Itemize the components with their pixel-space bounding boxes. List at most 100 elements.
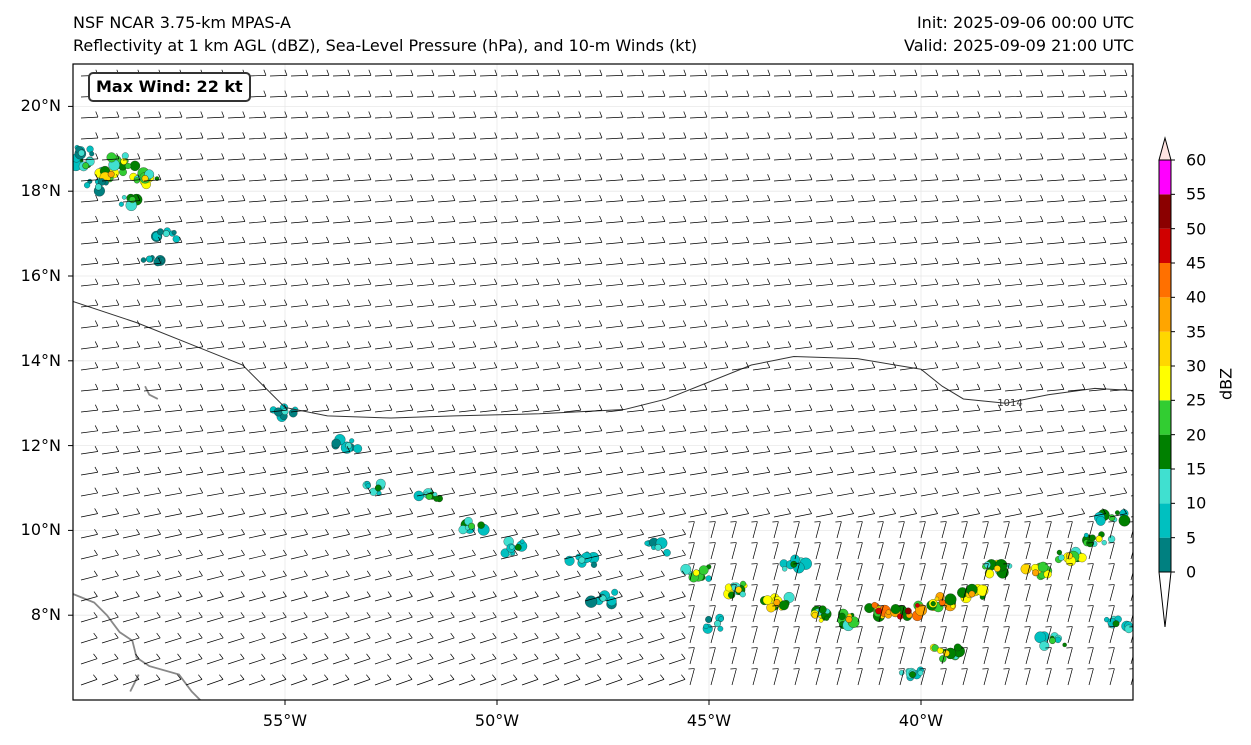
wind-barb-shaft [227, 513, 245, 518]
wind-barb-shaft [899, 563, 905, 581]
wind-barb-flag [347, 236, 351, 243]
wind-barb-flag [493, 466, 498, 473]
wind-barb-flag [346, 466, 351, 473]
wind-barb-shaft [983, 283, 1001, 287]
wind-barb-shaft [605, 658, 623, 665]
wind-barb-shaft [248, 158, 266, 161]
wind-barb-flag [892, 508, 896, 514]
wind-barb-shaft [668, 200, 686, 203]
wind-barb-flag [935, 90, 939, 97]
wind-barb-shaft [1046, 304, 1064, 308]
wind-barb-shaft [353, 637, 371, 644]
wind-barb-flag [557, 111, 561, 118]
wind-barb-flag [577, 466, 582, 473]
wind-barb-shaft [857, 430, 875, 434]
wind-barb-shaft [563, 325, 581, 329]
wind-barb-flag [514, 362, 519, 368]
wind-barb-shaft [248, 616, 266, 623]
wind-barb-flag [1039, 487, 1044, 494]
wind-barb-flag [305, 90, 309, 97]
wind-barb-shaft [290, 283, 308, 287]
wind-barb-shaft [500, 95, 518, 98]
wind-barb-flag [263, 132, 267, 139]
reflectivity-echo [353, 444, 363, 454]
wind-barb-shaft [122, 513, 140, 518]
wind-barb-shaft [689, 584, 695, 602]
wind-barb-flag [389, 111, 393, 118]
wind-barb-flag [639, 632, 644, 639]
wind-barb-flag [955, 299, 960, 306]
wind-barb-flag [618, 674, 623, 680]
wind-barb-shaft [752, 283, 770, 287]
wind-barb-flag [704, 132, 708, 139]
wind-barb-shaft [479, 389, 497, 392]
wind-barb-flag [997, 425, 1002, 431]
wind-barb-flag [704, 257, 708, 264]
wind-barb-shaft [332, 513, 350, 518]
wind-barb-shaft [731, 389, 749, 392]
wind-barb-shaft [437, 221, 455, 224]
wind-barb-shaft [521, 554, 539, 560]
wind-barb-shaft [353, 492, 371, 497]
wind-barb-shaft [563, 513, 581, 518]
wind-barb-shaft [1004, 430, 1022, 434]
wind-barb-shaft [773, 304, 791, 308]
wind-barb-flag [598, 341, 603, 347]
wind-barb-shaft [542, 179, 560, 182]
wind-barb-shaft [332, 554, 350, 560]
wind-barb-shaft [605, 596, 623, 602]
wind-barb-flag [788, 215, 792, 222]
wind-barb-shaft [1046, 179, 1064, 182]
wind-barb-flag [661, 446, 666, 452]
wind-barb-flag [325, 549, 329, 556]
wind-barb-flag [219, 674, 224, 680]
wind-barb-shaft [647, 304, 665, 308]
wind-barb-flag [431, 383, 435, 390]
wind-barb-shaft [689, 605, 695, 623]
wind-barb-flag [640, 508, 644, 514]
wind-barb-shaft [731, 471, 749, 476]
wind-barb-flag [242, 174, 246, 180]
wind-barb-flag [724, 341, 729, 347]
wind-barb-flag [1039, 299, 1044, 306]
wind-barb-flag [576, 632, 581, 639]
reflectivity-echo [1056, 549, 1063, 556]
wind-barb-shaft [542, 283, 560, 287]
reflectivity-field [73, 144, 1133, 682]
wind-barb-flag [641, 236, 645, 243]
reflectivity-echo [1007, 563, 1013, 569]
wind-barb-flag [1040, 278, 1044, 285]
wind-barb-shaft [857, 221, 875, 224]
wind-barb-flag [767, 174, 771, 180]
wind-barb-flag [431, 236, 435, 243]
wind-barb-shaft [437, 554, 455, 560]
wind-barb-flag [515, 174, 519, 180]
wind-barb-flag [305, 257, 309, 264]
wind-barb-shaft [605, 158, 623, 161]
wind-barb-shaft [458, 262, 476, 266]
wind-barb-flag [534, 591, 539, 597]
wind-barb-shaft [374, 137, 392, 140]
wind-barb-shaft [983, 137, 1001, 140]
wind-barb-flag [913, 466, 918, 473]
wind-barb-shaft [122, 221, 140, 224]
wind-barb-flag [305, 236, 309, 243]
wind-barb-flag [262, 341, 267, 347]
wind-barb-flag [1082, 132, 1086, 139]
wind-barb-shaft [836, 74, 855, 77]
wind-barb-flag [1039, 508, 1043, 514]
wind-barb-flag [683, 404, 687, 411]
wind-barb-flag [766, 362, 771, 368]
wind-barb-flag [158, 153, 162, 160]
wind-barb-shaft [836, 346, 854, 350]
reflectivity-echo [331, 438, 341, 448]
wind-barb-shaft [584, 137, 602, 140]
isobar-label: 1014 [997, 398, 1022, 409]
wind-barb-flag [221, 111, 225, 118]
wind-barb-shaft [815, 95, 833, 98]
wind-barb-shaft [290, 409, 308, 413]
wind-barb-flag [410, 236, 414, 243]
colorbar-tick-label: 35 [1186, 322, 1207, 342]
wind-barb-shaft [731, 521, 737, 539]
wind-barb-flag [324, 632, 329, 639]
